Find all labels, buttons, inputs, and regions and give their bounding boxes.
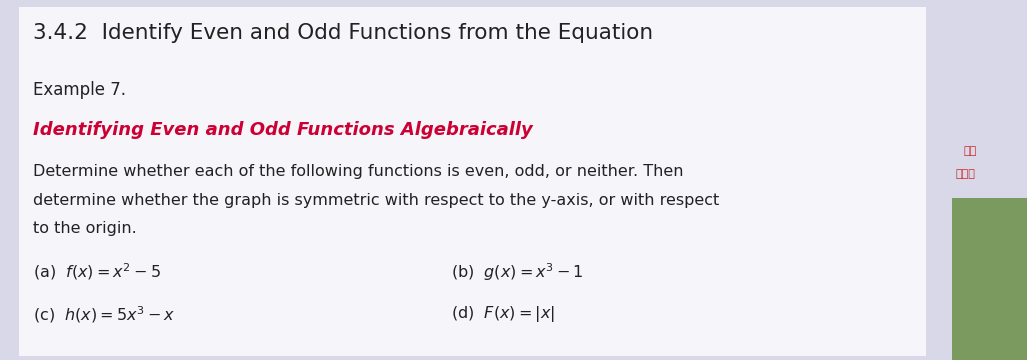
Text: Identifying Even and Odd Functions Algebraically: Identifying Even and Odd Functions Algeb… [33,121,533,139]
Text: Determine whether each of the following functions is even, odd, or neither. Then: Determine whether each of the following … [33,164,683,179]
FancyBboxPatch shape [18,7,925,356]
Text: 通逃: 通逃 [963,146,977,156]
FancyBboxPatch shape [952,198,1027,360]
Text: 3.4.2  Identify Even and Odd Functions from the Equation: 3.4.2 Identify Even and Odd Functions fr… [33,23,653,44]
Text: 规范术: 规范术 [956,169,976,179]
Text: determine whether the graph is symmetric with respect to the y-axis, or with res: determine whether the graph is symmetric… [33,193,719,208]
Text: (d)  $F(x) = |x|$: (d) $F(x) = |x|$ [451,304,555,324]
Text: Example 7.: Example 7. [33,81,126,99]
Text: (a)  $f(x) = x^2 - 5$: (a) $f(x) = x^2 - 5$ [33,261,161,282]
Text: to the origin.: to the origin. [33,221,137,237]
Text: (b)  $g(x) = x^3 - 1$: (b) $g(x) = x^3 - 1$ [451,261,583,283]
Text: (c)  $h(x) = 5x^3 - x$: (c) $h(x) = 5x^3 - x$ [33,304,176,325]
